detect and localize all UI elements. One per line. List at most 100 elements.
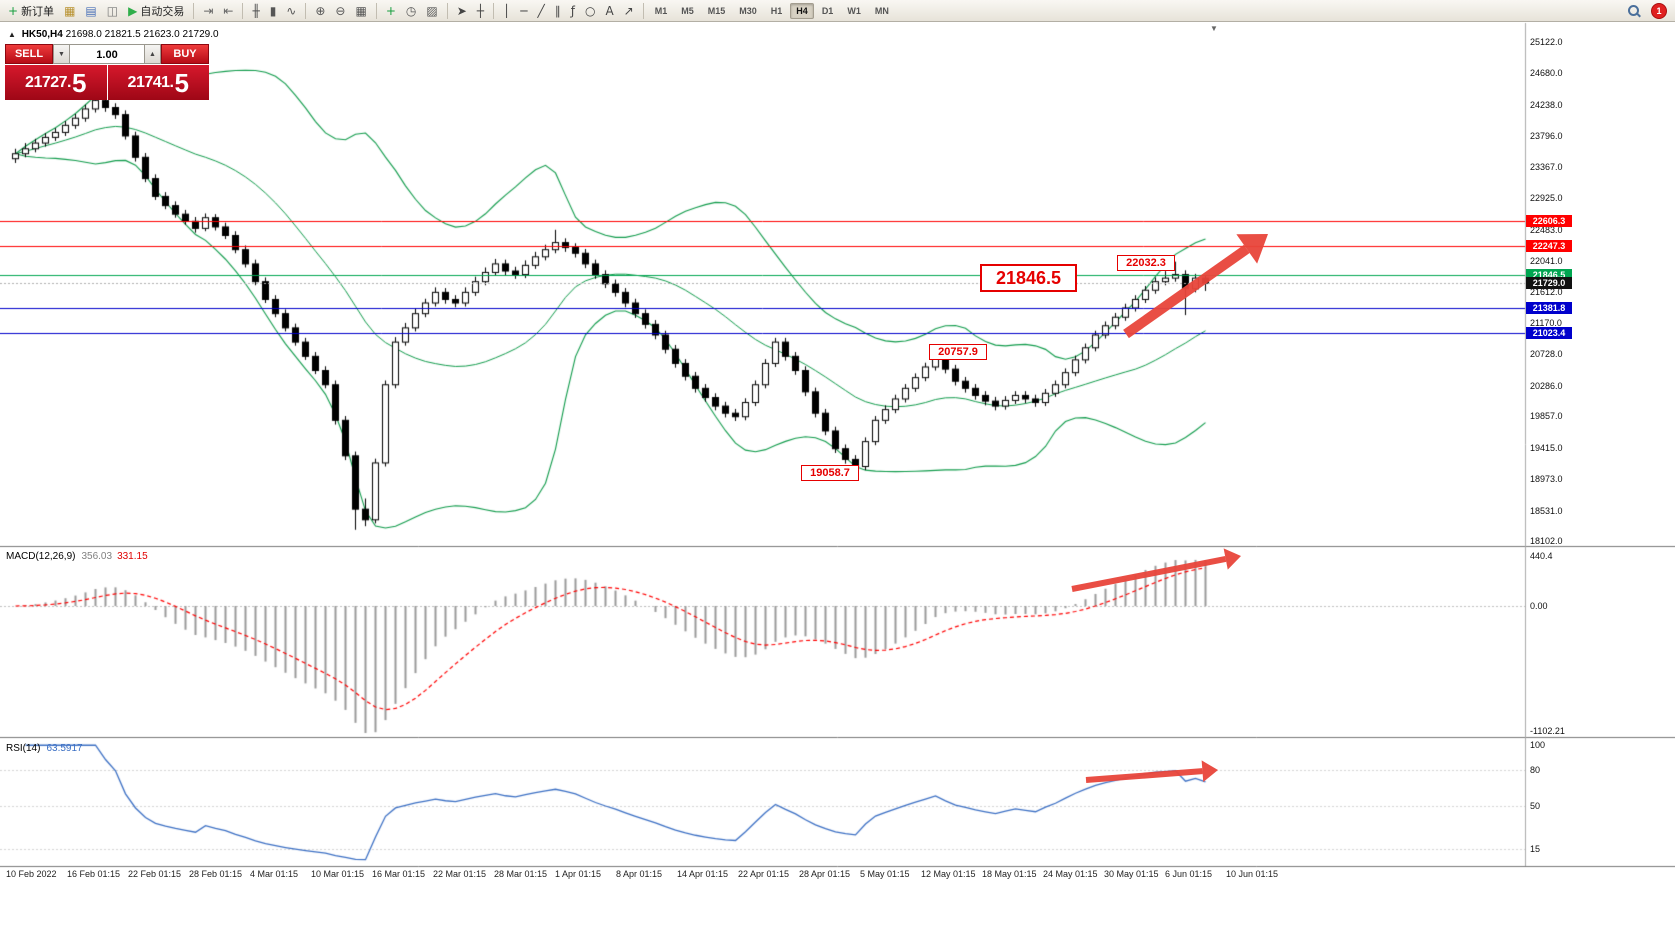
price-axis-tick: 24680.0 [1530,68,1563,79]
current-price-label[interactable]: 21729.0 [1526,277,1572,290]
new-chart-icon[interactable]: ▦ [60,1,79,21]
time-axis-label[interactable]: 30 May 01:15 [1104,869,1159,879]
price-annotation[interactable]: 22032.3 [1117,255,1175,271]
quote-line: ▲ HK50,H4 21698.0 21821.5 21623.0 21729.… [8,29,219,40]
zoom-out-icon[interactable]: ⊖ [331,1,349,21]
volume-increase-button[interactable]: ▲ [144,44,161,64]
price-annotation[interactable]: 20757.9 [929,344,987,360]
zoom-in-icon[interactable]: ⊕ [311,1,329,21]
search-icon[interactable] [1627,4,1641,18]
price-annotation[interactable]: 19058.7 [801,465,859,481]
buy-button[interactable]: BUY [161,44,209,64]
time-axis-label[interactable]: 1 Apr 01:15 [555,869,602,879]
buy-price-pips: 5 [174,67,189,98]
price-annotation[interactable]: 21846.5 [980,264,1077,292]
horizontal-line-icon[interactable]: ─ [516,1,531,21]
price-axis-tick: 23367.0 [1530,161,1563,172]
macd-signal-value: 331.15 [117,551,148,562]
time-axis-label[interactable]: 12 May 01:15 [921,869,976,879]
price-axis-tick: 25122.0 [1530,37,1563,47]
rsi-pane[interactable] [0,741,1525,864]
time-axis-label[interactable]: 18 May 01:15 [982,869,1037,879]
vertical-line-icon[interactable]: │ [499,1,514,21]
line-chart-icon[interactable]: ∿ [282,1,300,21]
main-price-pane[interactable] [0,23,1525,545]
tile-windows-icon[interactable]: ▦ [351,1,370,21]
sell-price-display[interactable]: 21727. 5 [5,65,107,100]
hline-price-label[interactable]: 22247.3 [1526,240,1572,253]
time-axis-label[interactable]: 22 Apr 01:15 [738,869,790,879]
sell-button[interactable]: SELL [5,44,53,64]
period-button-m15[interactable]: M15 [707,5,726,16]
fibonacci-icon[interactable]: ƒ [567,1,579,21]
indicators-icon[interactable]: + [382,1,400,21]
volume-input[interactable] [70,46,144,64]
text-icon: A [605,3,614,18]
bar-chart-icon[interactable]: ╫ [248,1,263,21]
timeframes-icon[interactable]: ◷ [402,1,420,21]
macd-title: MACD(12,26,9) [6,551,76,562]
channel-icon[interactable]: ∥ [551,1,565,21]
crosshair-icon[interactable]: ┼ [473,1,488,21]
period-button-d1[interactable]: D1 [821,5,834,16]
time-axis-label[interactable]: 28 Apr 01:15 [799,869,851,879]
price-axis-tick: 20286.0 [1530,380,1563,391]
autotrading-button[interactable]: ▶ 自动交易 [124,1,188,21]
period-button-h4[interactable]: H4 [790,2,814,19]
candlestick-chart-icon[interactable]: ▮ [266,1,281,21]
trendline-icon[interactable]: ╱ [533,1,548,21]
time-axis-label[interactable]: 14 Apr 01:15 [677,869,729,879]
arrows-tool-icon[interactable]: ↗ [620,1,638,21]
notifications-badge[interactable]: 1 [1651,3,1667,19]
new-order-button[interactable]: + 新订单 [4,1,58,21]
cursor-icon: ➤ [456,3,467,18]
hline-price-label[interactable]: 21023.4 [1526,327,1572,340]
time-axis-label[interactable]: 10 Jun 01:15 [1226,869,1279,879]
period-button-h1[interactable]: H1 [770,5,783,16]
volume-decrease-button[interactable]: ▼ [53,44,70,64]
time-axis-label[interactable]: 16 Mar 01:15 [372,869,426,879]
time-axis-label[interactable]: 10 Feb 2022 [6,869,57,879]
hline-price-label[interactable]: 22606.3 [1526,214,1572,227]
time-axis-label[interactable]: 10 Mar 01:15 [311,869,365,879]
toolbar-separator [305,2,307,19]
period-button-m30[interactable]: M30 [739,5,757,16]
time-axis-label[interactable]: 24 May 01:15 [1043,869,1098,879]
time-axis-label[interactable]: 28 Feb 01:15 [189,869,243,879]
time-axis-label[interactable]: 22 Mar 01:15 [433,869,487,879]
rsi-axis-label: 15 [1530,844,1541,854]
templates-icon[interactable]: ▨ [422,1,441,21]
time-axis-label[interactable]: 28 Mar 01:15 [494,869,548,879]
candlestick-chart-icon: ▮ [269,3,277,18]
time-axis-label[interactable]: 8 Apr 01:15 [616,869,663,879]
time-axis-label[interactable]: 4 Mar 01:15 [250,869,299,879]
hline-price-label[interactable]: 21381.8 [1526,301,1572,314]
vertical-line-icon: │ [503,3,511,18]
new-order-button-label: 新订单 [21,5,55,18]
shapes-icon[interactable]: ○ [581,1,599,21]
market-watch-icon[interactable]: ◫ [103,1,122,21]
macd-pane[interactable] [0,549,1525,735]
new-order-icon: + [8,3,19,18]
time-axis-label[interactable]: 5 May 01:15 [860,869,910,879]
quote-high: 21821.5 [104,29,141,40]
fibonacci-icon: ƒ [570,3,575,18]
chart-shift-icon[interactable]: ⇥ [199,1,217,21]
period-button-w1[interactable]: W1 [847,5,861,16]
text-icon[interactable]: A [601,1,617,21]
cursor-icon[interactable]: ➤ [453,1,471,21]
profiles-icon[interactable]: ▤ [81,1,100,21]
market-watch-icon: ◫ [106,3,119,18]
chart-shift-marker[interactable]: ▼ [1210,24,1218,33]
period-button-mn[interactable]: MN [874,5,889,16]
period-button-m5[interactable]: M5 [681,5,694,16]
period-button-m1[interactable]: M1 [654,5,668,16]
time-axis-label[interactable]: 16 Feb 01:15 [67,869,121,879]
collapse-panel-icon[interactable]: ▲ [8,30,16,39]
time-axis-label[interactable]: 6 Jun 01:15 [1165,869,1213,879]
buy-price-display[interactable]: 21741. 5 [107,65,209,100]
auto-scroll-icon[interactable]: ⇤ [219,1,237,21]
zoom-out-icon: ⊖ [335,3,346,18]
time-axis-label[interactable]: 22 Feb 01:15 [128,869,182,879]
